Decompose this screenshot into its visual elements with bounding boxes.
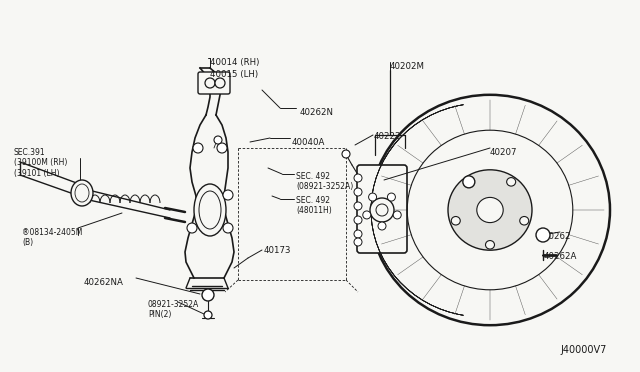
Text: 40015 (LH): 40015 (LH) bbox=[210, 70, 258, 79]
Circle shape bbox=[354, 202, 362, 210]
Text: 40173: 40173 bbox=[264, 246, 291, 255]
Text: SEC. 492
(08921-3252A): SEC. 492 (08921-3252A) bbox=[296, 172, 353, 192]
Text: 08921-3252A
PIN(2): 08921-3252A PIN(2) bbox=[148, 300, 199, 320]
Circle shape bbox=[354, 188, 362, 196]
FancyBboxPatch shape bbox=[198, 72, 230, 94]
Circle shape bbox=[369, 193, 376, 201]
Circle shape bbox=[354, 174, 362, 182]
Ellipse shape bbox=[451, 217, 460, 225]
Circle shape bbox=[215, 78, 225, 88]
Text: 40262A: 40262A bbox=[544, 252, 577, 261]
Ellipse shape bbox=[71, 180, 93, 206]
Text: 40262: 40262 bbox=[544, 232, 572, 241]
Ellipse shape bbox=[520, 217, 529, 225]
Circle shape bbox=[202, 289, 214, 301]
Text: 40262N: 40262N bbox=[300, 108, 334, 117]
Circle shape bbox=[378, 222, 386, 230]
Circle shape bbox=[354, 238, 362, 246]
Circle shape bbox=[204, 311, 212, 319]
Text: SEC.391
(39100M (RH)
(39101 (LH): SEC.391 (39100M (RH) (39101 (LH) bbox=[14, 148, 67, 178]
Circle shape bbox=[205, 78, 215, 88]
Circle shape bbox=[187, 223, 197, 233]
Text: 40262NA: 40262NA bbox=[84, 278, 124, 287]
Circle shape bbox=[387, 193, 396, 201]
Circle shape bbox=[363, 211, 371, 219]
Text: ®08134-2405M
(B): ®08134-2405M (B) bbox=[22, 228, 83, 247]
Circle shape bbox=[370, 198, 394, 222]
Circle shape bbox=[342, 150, 350, 158]
Ellipse shape bbox=[477, 198, 503, 222]
Text: 40040A: 40040A bbox=[292, 138, 325, 147]
Circle shape bbox=[536, 228, 550, 242]
Text: SEC. 492
(48011H): SEC. 492 (48011H) bbox=[296, 196, 332, 215]
Text: 40222: 40222 bbox=[374, 132, 401, 141]
FancyBboxPatch shape bbox=[357, 165, 407, 253]
Text: 40202M: 40202M bbox=[390, 62, 425, 71]
Ellipse shape bbox=[448, 170, 532, 250]
Ellipse shape bbox=[486, 241, 495, 249]
Ellipse shape bbox=[507, 177, 516, 186]
Text: 40207: 40207 bbox=[490, 148, 518, 157]
Circle shape bbox=[193, 143, 203, 153]
Circle shape bbox=[214, 136, 222, 144]
Circle shape bbox=[463, 176, 475, 188]
Ellipse shape bbox=[194, 184, 226, 236]
Circle shape bbox=[393, 211, 401, 219]
Text: J40000V7: J40000V7 bbox=[560, 345, 606, 355]
Circle shape bbox=[354, 230, 362, 238]
Circle shape bbox=[217, 143, 227, 153]
Ellipse shape bbox=[370, 95, 610, 325]
Text: 40014 (RH): 40014 (RH) bbox=[210, 58, 259, 67]
Ellipse shape bbox=[465, 177, 474, 186]
Circle shape bbox=[354, 216, 362, 224]
Circle shape bbox=[223, 223, 233, 233]
Circle shape bbox=[223, 190, 233, 200]
